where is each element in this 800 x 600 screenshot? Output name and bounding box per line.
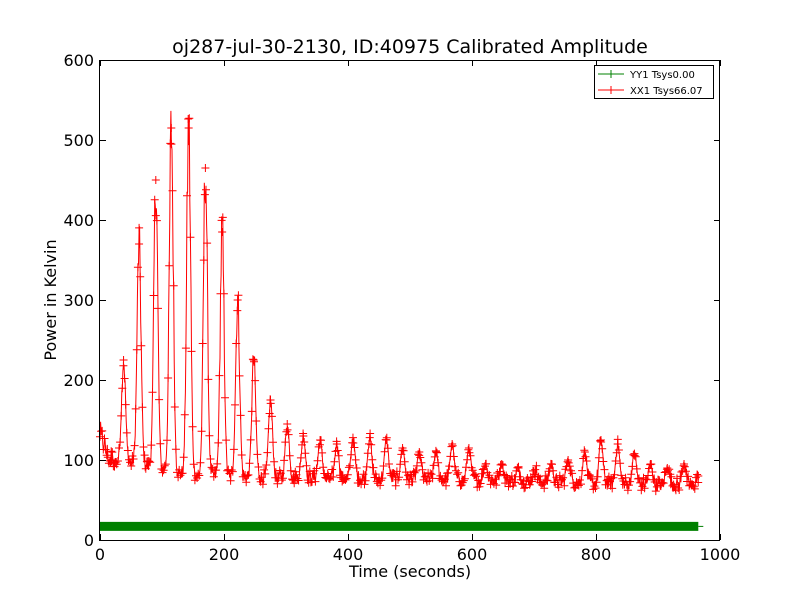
plot-data [96, 110, 704, 531]
series-xx1-peak-point [365, 433, 374, 442]
chart-title: oj287-jul-30-2130, ID:40975 Calibrated A… [172, 36, 648, 58]
series-xx1-peak-point [233, 296, 242, 304]
series-xx1-peak-point [151, 176, 160, 184]
y-axis: 0 100 200 300 400 500 600 [63, 51, 720, 550]
y-tick-label: 0 [84, 531, 94, 550]
series-xx1-peak-point [481, 460, 490, 468]
series-xx1-peak-point [663, 464, 672, 472]
series-xx1-peak-point [135, 240, 144, 248]
y-tick-label: 200 [63, 371, 94, 390]
series-xx1-peak-point [464, 444, 473, 452]
y-tick-label: 100 [63, 451, 94, 470]
series-xx1-peak-point [564, 456, 573, 464]
legend-marker-0 [607, 70, 615, 78]
series-xx1-peak-point [398, 444, 407, 452]
series-xx1-peak-point [613, 440, 622, 448]
x-tick-label: 800 [581, 545, 612, 564]
series-xx1-peak-point [201, 164, 210, 172]
legend-label-1: XX1 Tsys66.07 [630, 86, 703, 97]
series-xx1-peak-point [167, 124, 176, 132]
x-tick-label: 400 [333, 545, 364, 564]
series-xx1-peak-point [332, 440, 341, 448]
series-xx1-peak-point [184, 124, 193, 132]
y-axis-label: Power in Kelvin [41, 239, 60, 360]
x-axis-label: Time (seconds) [348, 562, 471, 581]
legend: YY1 Tsys0.00 XX1 Tsys66.07 [594, 65, 714, 99]
series-xx1-peak-point [497, 460, 506, 468]
series-xx1-peak-point [547, 460, 556, 468]
series-xx1-peak-point [630, 449, 639, 458]
series-xx1-peak-point [249, 356, 258, 364]
series-xx1-peak-point [448, 440, 457, 448]
series-xx1-peak-point [348, 433, 357, 442]
series-xx1-peak-point [680, 460, 689, 468]
series-xx1-peak-point [646, 460, 655, 468]
x-tick-label: 1000 [700, 545, 741, 564]
series-xx1-peak-point [415, 448, 424, 456]
series-xx1-peak-point [596, 436, 605, 444]
y-tick-label: 400 [63, 211, 94, 230]
legend-label-0: YY1 Tsys0.00 [629, 70, 695, 81]
legend-box [594, 65, 714, 99]
series-xx1-peak-point [218, 228, 227, 236]
legend-marker-1 [607, 86, 615, 94]
series-xx1-peak-point [382, 436, 391, 444]
series-xx1-peak-point [266, 396, 275, 404]
series-xx1-peak-point [283, 420, 292, 428]
series-xx1-peak-point [580, 448, 589, 456]
series-xx1-peak-point [299, 432, 308, 440]
series-xx1-peak-point [432, 448, 441, 456]
y-tick-label: 300 [63, 291, 94, 310]
series-xx1-peak-point [316, 436, 325, 444]
x-tick-label: 600 [457, 545, 488, 564]
series-xx1-peak-point [119, 356, 128, 364]
y-tick-label: 500 [63, 131, 94, 150]
series-xx1-peak-point [694, 472, 703, 480]
series-xx1-peak-point [531, 465, 540, 474]
y-tick-label: 600 [63, 51, 94, 70]
x-tick-label: 0 [95, 545, 105, 564]
series-xx1-peak-point [514, 464, 523, 472]
x-tick-label: 200 [209, 545, 240, 564]
x-axis: 0 200 400 600 800 1000 [95, 60, 740, 564]
